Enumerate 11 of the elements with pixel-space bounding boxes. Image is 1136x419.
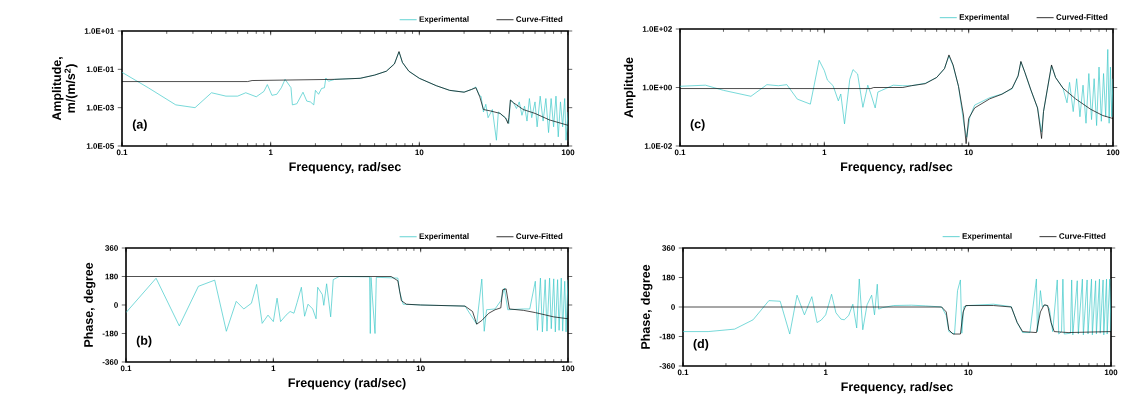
annotation: (b) — [136, 335, 152, 348]
y-axis-title: Phase, degree — [640, 264, 653, 349]
annotation: (c) — [690, 119, 705, 131]
y-axis-title: Phase, degree — [83, 262, 96, 347]
x-axis-title: Frequency, rad/sec — [289, 161, 401, 174]
y-axis-title: Amplitude — [623, 57, 636, 118]
x-axis-title: Frequency, rad/sec — [841, 161, 953, 174]
annotation: (d) — [693, 338, 709, 351]
annotation: (a) — [132, 119, 147, 132]
x-axis-title: Frequency (rad/sec) — [288, 377, 406, 390]
x-axis-title: Frequency, rad/sec — [841, 381, 953, 394]
